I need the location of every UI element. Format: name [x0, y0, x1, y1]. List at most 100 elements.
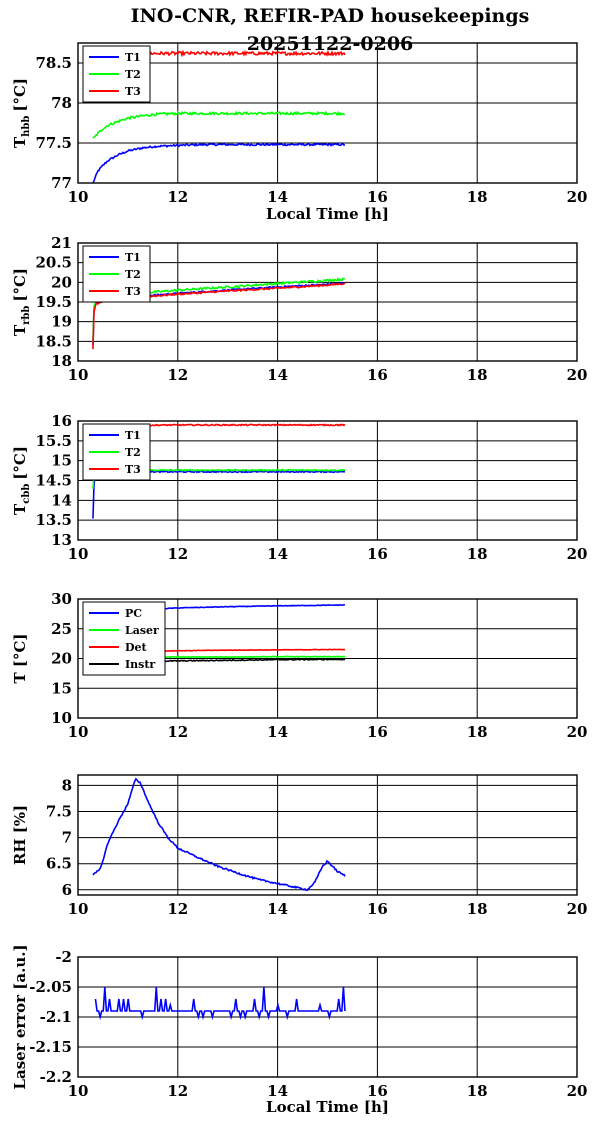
- x-tick-label: 10: [68, 188, 89, 206]
- legend-label: T2: [125, 68, 141, 81]
- x-tick-label: 16: [367, 900, 388, 918]
- legend-label: Instr: [125, 658, 155, 671]
- legend-label: T1: [125, 251, 141, 264]
- y-tick-label: 13.5: [35, 511, 72, 529]
- y-tick-label: 10: [51, 709, 72, 727]
- x-tick-label: 18: [467, 900, 488, 918]
- legend-label: PC: [125, 607, 142, 620]
- plot-frame: [77, 774, 578, 896]
- x-tick-label: 12: [167, 188, 188, 206]
- x-tick-label: 20: [567, 900, 588, 918]
- y-tick-label: -2.05: [29, 978, 72, 996]
- x-tick-label: 10: [68, 900, 89, 918]
- x-tick-label: 14: [267, 1082, 288, 1100]
- plot-frame: [77, 242, 578, 362]
- series-line-rh-data: [92, 777, 346, 892]
- y-tick-label: 16: [51, 412, 72, 430]
- series-line-laser-data: [94, 986, 346, 1021]
- x-tick-label: 12: [167, 1082, 188, 1100]
- figure-title-line1: INO-CNR, REFIR-PAD housekeepings: [131, 5, 530, 27]
- y-tick-label: 78.5: [35, 54, 72, 72]
- panel-rh: 10 12 14 16 18 20 6 6.5 7 7.5 8 RH [%]: [11, 774, 588, 918]
- y-tick-label: 77.5: [35, 134, 72, 152]
- y-axis-label: Laser error [a.u.]: [11, 944, 29, 1089]
- x-tick-label: 16: [367, 188, 388, 206]
- figure-title-line2: 20251122-0206: [247, 33, 414, 55]
- y-tick-label: 8: [62, 776, 72, 794]
- panel-tenv: 10 12 14 16 18 20 10 15 20 25 30 T [°C] PC Laser Det In…: [11, 590, 587, 741]
- x-tick-label: 10: [68, 1082, 89, 1100]
- y-tick-label: -2.2: [40, 1068, 72, 1086]
- x-tick-label: 18: [467, 366, 488, 384]
- y-tick-label: 6.5: [46, 855, 72, 873]
- x-tick-label: 14: [267, 366, 288, 384]
- legend-label: T3: [125, 85, 141, 98]
- x-tick-label: 16: [367, 1082, 388, 1100]
- x-tick-label: 10: [68, 545, 89, 563]
- x-tick-label: 12: [167, 545, 188, 563]
- y-tick-label: 14.5: [35, 472, 72, 490]
- x-tick-label: 10: [68, 366, 89, 384]
- plot-frame: [77, 420, 578, 541]
- panel-tcbb: 10 12 14 16 18 201313.51414.51515.516Tcbb[°C]…: [11, 412, 587, 563]
- legend-label: T1: [125, 51, 141, 64]
- x-tick-label: 16: [367, 545, 388, 563]
- legend-label: T2: [125, 446, 141, 459]
- x-tick-label: 18: [467, 723, 488, 741]
- legend-label: T3: [125, 463, 141, 476]
- x-tick-label: 16: [367, 366, 388, 384]
- y-axis-label: Thbb[°C]: [11, 78, 32, 148]
- x-tick-label: 20: [567, 545, 588, 563]
- y-tick-label: 15: [51, 679, 72, 697]
- y-tick-label: 21: [51, 234, 72, 252]
- x-tick-label: 16: [367, 723, 388, 741]
- legend-label: T3: [125, 285, 141, 298]
- x-tick-label: 18: [467, 188, 488, 206]
- y-axis-label: RH [%]: [11, 805, 29, 865]
- y-tick-label: 25: [51, 620, 72, 638]
- legend-label: T2: [125, 268, 141, 281]
- panel-trbb: 10 12 14 16 18 201818.51919.52020.521Trbb[°C]…: [11, 234, 587, 384]
- y-tick-label: 6: [62, 881, 72, 899]
- plot-frame: [77, 956, 578, 1078]
- series-line-tbb-t1: [92, 142, 346, 184]
- legend-label: Laser: [125, 624, 159, 637]
- y-tick-label: 78: [51, 94, 72, 112]
- y-tick-label: 7: [62, 829, 72, 847]
- series-line-tbb-t2: [92, 110, 346, 139]
- y-tick-label: 15: [51, 452, 72, 470]
- x-tick-label: 14: [267, 188, 288, 206]
- y-tick-label: 20: [51, 273, 72, 291]
- legend-box: [82, 601, 166, 676]
- y-tick-label: 7.5: [46, 803, 72, 821]
- y-tick-label: 13: [51, 531, 72, 549]
- y-tick-label: 18.5: [35, 332, 72, 350]
- y-tick-label: 15.5: [35, 432, 72, 450]
- x-tick-label: 14: [267, 900, 288, 918]
- y-tick-label: 14: [51, 491, 72, 509]
- y-tick-label: 19: [51, 313, 72, 331]
- y-axis-label: Tcbb[°C]: [11, 446, 32, 515]
- y-tick-label: -2.15: [29, 1038, 72, 1056]
- legend: T1 T2 T3: [82, 423, 151, 481]
- y-axis-label: T [°C]: [11, 633, 29, 683]
- y-tick-label: 18: [51, 352, 72, 370]
- legend-label: T1: [125, 429, 141, 442]
- legend: PC Laser Det Instr: [82, 601, 166, 676]
- x-tick-label: 18: [467, 545, 488, 563]
- x-tick-label: 12: [167, 900, 188, 918]
- x-axis-label: Local Time [h]: [266, 205, 389, 223]
- legend-label: Det: [125, 641, 148, 654]
- x-tick-label: 20: [567, 723, 588, 741]
- y-tick-label: -2.1: [40, 1008, 72, 1026]
- x-tick-label: 12: [167, 366, 188, 384]
- y-tick-label: 30: [51, 590, 72, 608]
- y-tick-label: 20.5: [35, 254, 72, 272]
- x-tick-label: 14: [267, 545, 288, 563]
- x-tick-label: 12: [167, 723, 188, 741]
- x-tick-label: 18: [467, 1082, 488, 1100]
- y-tick-label: 77: [51, 174, 72, 192]
- x-tick-label: 20: [567, 366, 588, 384]
